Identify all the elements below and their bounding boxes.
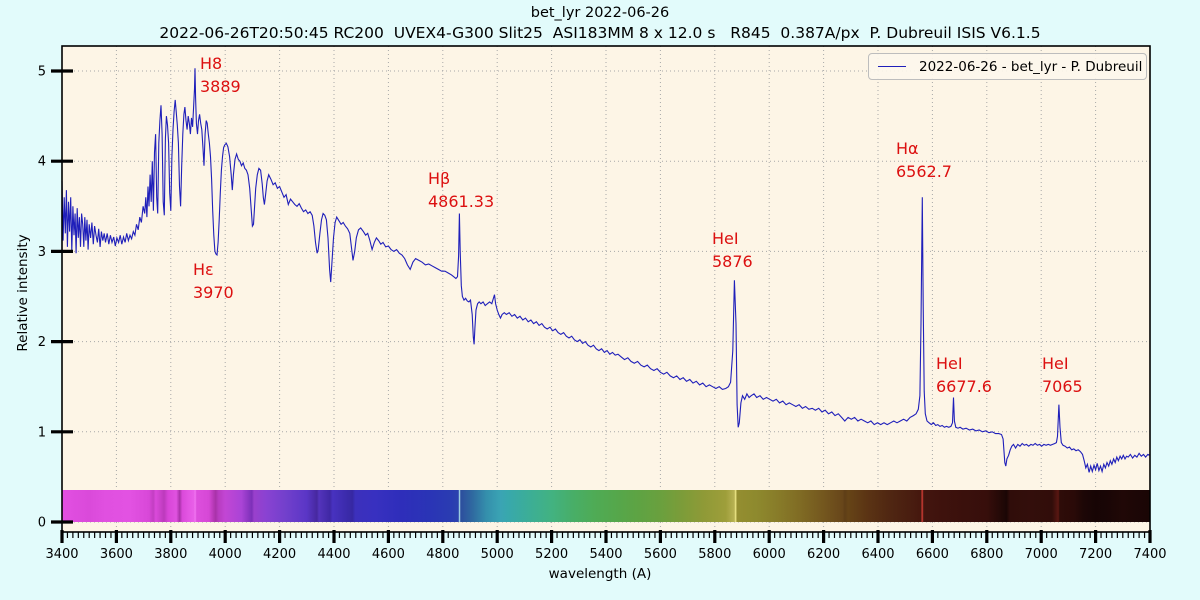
spectrum-color-bar — [62, 490, 1150, 522]
x-tick-label: 4800 — [426, 547, 459, 562]
legend-line-sample — [878, 66, 906, 67]
plot-subtitle: 2022-06-26T20:50:45 RC200 UVEX4-G300 Sli… — [159, 24, 1041, 42]
x-tick-label: 5600 — [644, 547, 677, 562]
line-annotation-name: HeI — [1042, 354, 1069, 373]
y-tick-label: 1 — [38, 425, 46, 440]
line-annotation-name: Hβ — [428, 169, 451, 188]
x-tick-label: 7000 — [1025, 547, 1058, 562]
y-tick-label: 4 — [38, 155, 46, 170]
x-tick-label: 5800 — [698, 547, 731, 562]
line-annotation-name: HeI — [712, 229, 739, 248]
line-annotation-5876: HeI 5876 — [712, 227, 753, 273]
x-tick-label: 5400 — [589, 547, 622, 562]
line-annotation-wavelength: 5876 — [712, 252, 753, 271]
y-tick-label: 2 — [38, 335, 46, 350]
x-tick-label: 6600 — [916, 547, 949, 562]
plot-title: bet_lyr 2022-06-26 — [530, 5, 670, 21]
line-annotation-4861.33: Hβ 4861.33 — [428, 167, 494, 213]
line-annotation-name: Hα — [896, 139, 919, 158]
y-tick-label: 0 — [38, 516, 46, 531]
line-annotation-wavelength: 4861.33 — [428, 192, 495, 211]
x-tick-label: 5000 — [481, 547, 514, 562]
line-annotation-wavelength: 3889 — [200, 77, 241, 96]
x-tick-label: 6400 — [861, 547, 894, 562]
x-tick-label: 6200 — [807, 547, 840, 562]
spectrum-curve — [61, 68, 1151, 474]
x-tick-label: 6000 — [753, 547, 786, 562]
line-annotation-wavelength: 6562.7 — [896, 162, 952, 181]
x-tick-label: 3400 — [45, 547, 78, 562]
legend-box: 2022-06-26 - bet_lyr - P. Dubreuil — [868, 53, 1147, 80]
line-annotation-name: H8 — [200, 54, 223, 73]
y-tick-label: 5 — [38, 65, 46, 80]
legend-label: 2022-06-26 - bet_lyr - P. Dubreuil — [919, 58, 1143, 75]
x-tick-label: 7400 — [1133, 547, 1166, 562]
x-tick-label: 3600 — [100, 547, 133, 562]
x-tick-label: 4000 — [209, 547, 242, 562]
line-annotation-3889: H8 3889 — [200, 52, 241, 98]
line-annotation-6677.6: HeI 6677.6 — [936, 352, 992, 398]
x-tick-label: 3800 — [154, 547, 187, 562]
line-annotation-wavelength: 7065 — [1042, 377, 1083, 396]
line-annotation-wavelength: 6677.6 — [936, 377, 992, 396]
y-tick-label: 3 — [38, 245, 46, 260]
x-tick-label: 4200 — [263, 547, 296, 562]
y-axis-label: Relative intensity — [15, 234, 31, 352]
line-annotation-name: HeI — [936, 354, 963, 373]
line-annotation-6562.7: Hα 6562.7 — [896, 137, 952, 183]
plot-background — [62, 46, 1150, 532]
line-annotation-7065: HeI 7065 — [1042, 352, 1083, 398]
x-tick-label: 4600 — [372, 547, 405, 562]
x-tick-label: 4400 — [317, 547, 350, 562]
x-axis-label: wavelength (A) — [548, 566, 652, 582]
x-tick-label: 6800 — [970, 547, 1003, 562]
line-annotation-3970: Hε 3970 — [193, 258, 234, 304]
line-annotation-name: Hε — [193, 260, 214, 279]
line-annotation-wavelength: 3970 — [193, 283, 234, 302]
x-tick-label: 5200 — [535, 547, 568, 562]
x-tick-label: 7200 — [1079, 547, 1112, 562]
